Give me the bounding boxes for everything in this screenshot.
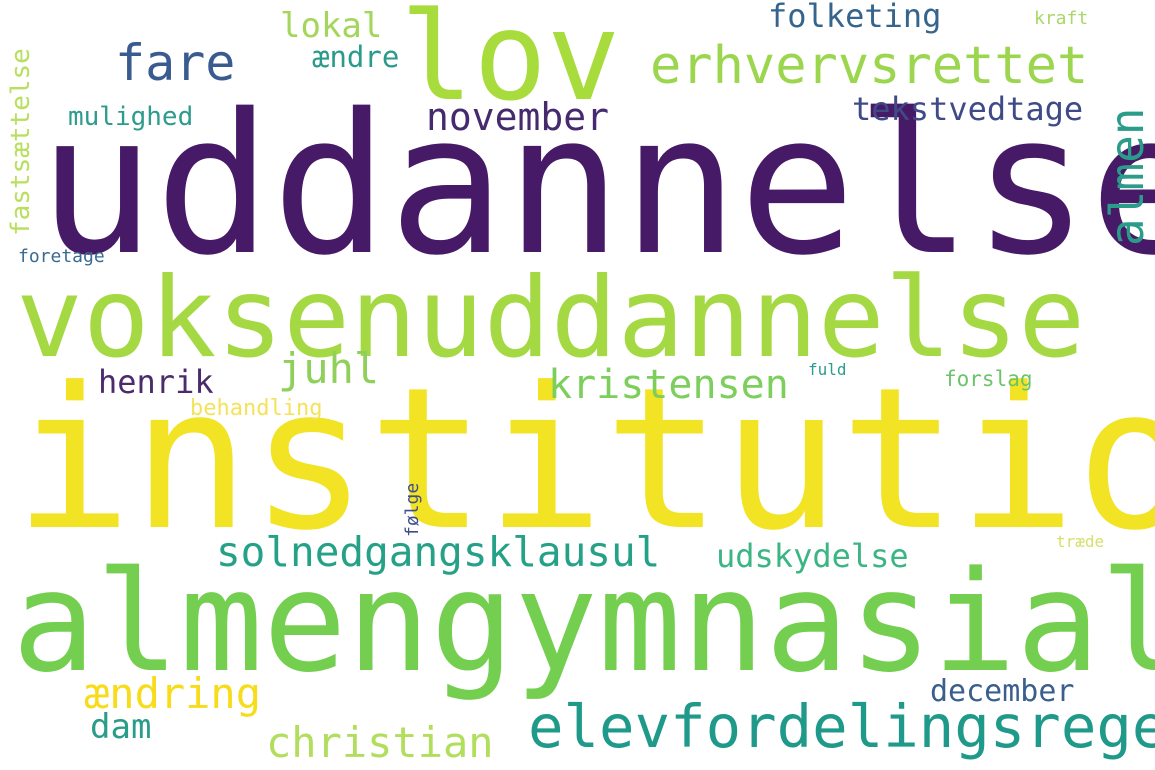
word-henrik: henrik xyxy=(98,363,214,401)
word-mulighed: mulighed xyxy=(68,102,194,132)
word-juhl: juhl xyxy=(278,344,380,393)
word-november: november xyxy=(426,95,610,139)
word-behandling: behandling xyxy=(190,396,323,421)
word-voksenuddannelse: voksenuddannelse xyxy=(16,254,1086,383)
word-traede: træde xyxy=(1056,532,1105,551)
word-foretage: foretage xyxy=(18,246,105,267)
word-folketing: folketing xyxy=(768,0,942,35)
word-uddannelse: uddannelse xyxy=(38,72,1155,298)
word-forslag: forslag xyxy=(944,367,1033,391)
word-fastsaettelse: fastsættelse xyxy=(6,48,36,236)
word-dam: dam xyxy=(90,707,152,747)
word-lokal: lokal xyxy=(280,6,383,46)
word-aendre: ændre xyxy=(312,40,400,74)
word-almengymnasial: almengymnasial xyxy=(12,541,1155,703)
word-tekstvedtage: tekstvedtage xyxy=(852,90,1084,128)
word-kraft: kraft xyxy=(1034,8,1089,29)
word-christian: christian xyxy=(266,718,494,767)
word-solnedgangsklausul: solnedgangsklausul xyxy=(216,528,661,576)
word-december: december xyxy=(930,674,1075,709)
word-aendring: ændring xyxy=(84,669,262,718)
word-udskydelse: udskydelse xyxy=(716,537,909,575)
word-erhvervsrettet: erhvervsrettet xyxy=(650,36,1089,96)
word-institution: institution xyxy=(14,346,1155,574)
word-foelge: følge xyxy=(402,482,423,537)
word-elevfordelingsregel: elevfordelingsregel xyxy=(528,692,1155,761)
word-lov: lov xyxy=(400,0,621,128)
word-kristensen: kristensen xyxy=(548,362,789,408)
word-fuld: fuld xyxy=(808,360,847,379)
word-almen: almen xyxy=(1100,107,1154,246)
word-fare: fare xyxy=(115,34,236,92)
